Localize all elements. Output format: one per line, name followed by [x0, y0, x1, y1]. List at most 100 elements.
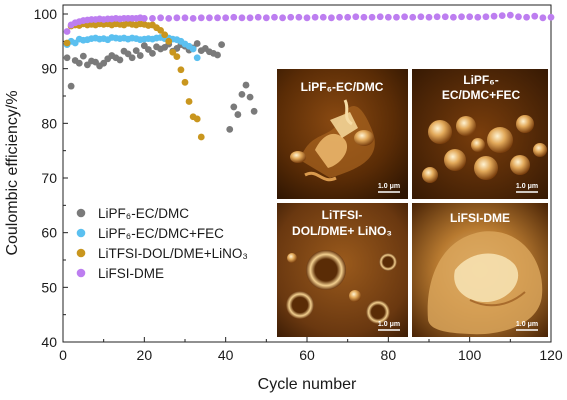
data-point — [206, 14, 213, 22]
data-point — [409, 13, 417, 21]
y-tick-label: 100 — [34, 6, 58, 22]
data-point — [149, 49, 156, 57]
data-point — [226, 125, 234, 133]
data-point — [319, 13, 327, 21]
legend-marker — [76, 268, 86, 278]
legend-marker — [76, 228, 86, 238]
data-point — [128, 54, 136, 62]
y-axis: 40 50 60 70 80 90 100 — [34, 6, 68, 350]
series-1 — [63, 34, 201, 62]
data-point — [360, 13, 368, 21]
data-point — [515, 13, 522, 21]
data-point — [230, 103, 238, 111]
data-point — [193, 54, 201, 62]
inset-title-line2: EC/DMC+FEC — [442, 88, 521, 102]
data-point — [214, 51, 221, 59]
data-point — [234, 111, 242, 118]
data-point — [157, 27, 165, 34]
y-tick-label: 90 — [41, 61, 57, 77]
data-point — [189, 45, 197, 53]
y-axis-label: Coulombic efficiency/% — [4, 90, 21, 255]
data-point — [246, 93, 254, 101]
x-tick-label: 0 — [59, 347, 67, 363]
y-tick-label: 70 — [41, 170, 57, 186]
data-point — [506, 11, 514, 19]
afm-inset-lipf6-ecdmc: LiPF₆-EC/DMC 1.0 μm — [277, 69, 408, 199]
inset-title: LiFSI-DME — [450, 211, 510, 225]
x-axis: 0 20 40 60 80 100 120 — [59, 337, 563, 363]
afm-inset-grid: LiPF₆-EC/DMC 1.0 μm LiPF₆- EC/DMC+FEC 1.… — [277, 69, 548, 337]
data-point — [271, 13, 278, 21]
data-point — [67, 82, 75, 90]
x-tick-label: 120 — [539, 347, 563, 363]
data-point — [352, 13, 360, 21]
data-point — [197, 14, 205, 22]
data-point — [539, 14, 547, 22]
data-point — [75, 59, 83, 67]
legend-marker — [76, 248, 86, 258]
data-point — [132, 47, 140, 55]
data-point — [238, 14, 246, 22]
data-point — [254, 13, 262, 21]
series-0 — [63, 40, 258, 133]
data-point — [181, 78, 189, 86]
x-tick-label: 40 — [218, 347, 234, 363]
data-points — [63, 11, 555, 141]
legend-label: LiPF₆-EC/DMC — [98, 206, 189, 221]
data-point — [63, 54, 71, 62]
data-point — [368, 13, 376, 21]
data-point — [262, 14, 270, 22]
data-point — [393, 13, 400, 21]
data-point — [250, 107, 258, 115]
data-point — [498, 12, 506, 20]
data-point — [328, 14, 335, 22]
data-point — [149, 14, 156, 22]
data-point — [547, 13, 555, 21]
data-point — [193, 40, 201, 47]
data-point — [165, 37, 173, 45]
data-point — [303, 14, 311, 22]
inset-title-line2: DOL/DME+ LiNO₃ — [292, 224, 392, 238]
data-point — [441, 13, 449, 21]
data-point — [425, 13, 433, 21]
data-point — [401, 13, 408, 21]
x-axis-label: Cycle number — [258, 376, 357, 393]
data-point — [376, 13, 384, 21]
data-point — [161, 31, 169, 39]
legend: LiPF₆-EC/DMC LiPF₆-EC/DMC+FEC LiTFSI-DOL/D… — [76, 206, 248, 281]
data-point — [189, 14, 197, 22]
data-point — [295, 13, 303, 21]
inset-title: LiPF₆- — [463, 73, 498, 87]
data-point — [173, 53, 181, 61]
data-point — [218, 41, 226, 49]
afm-inset-lifsi-dme: LiFSI-DME 1.0 μm — [412, 203, 548, 337]
data-point — [173, 14, 181, 22]
legend-marker — [76, 208, 86, 218]
data-point — [458, 13, 465, 21]
x-tick-label: 80 — [381, 347, 397, 363]
y-tick-label: 80 — [41, 115, 57, 131]
data-point — [242, 81, 250, 89]
data-point — [181, 14, 189, 22]
data-point — [214, 14, 221, 22]
data-point — [193, 115, 201, 123]
data-point — [417, 13, 425, 21]
y-tick-label: 50 — [41, 279, 57, 295]
data-point — [140, 14, 148, 22]
data-point — [185, 98, 193, 105]
data-point — [287, 13, 295, 21]
data-point — [279, 14, 286, 22]
data-point — [450, 13, 457, 21]
x-tick-label: 100 — [458, 347, 482, 363]
data-point — [116, 56, 124, 64]
data-point — [169, 48, 177, 56]
data-point — [165, 14, 173, 22]
data-point — [79, 52, 87, 60]
data-point — [531, 12, 539, 20]
data-point — [222, 14, 230, 22]
x-tick-label: 60 — [299, 347, 315, 363]
data-point — [474, 13, 482, 21]
data-point — [230, 13, 238, 21]
data-point — [482, 13, 490, 21]
